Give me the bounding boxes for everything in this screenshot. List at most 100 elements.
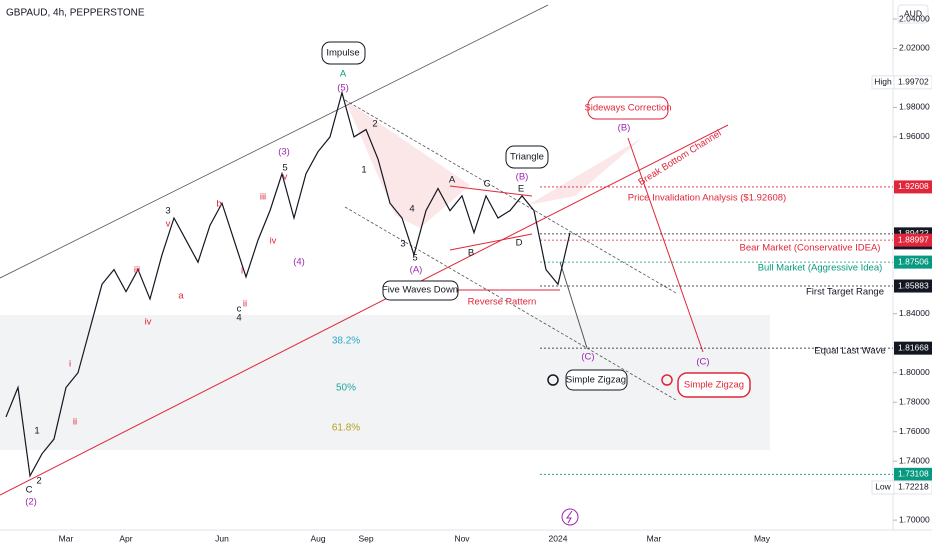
annotation: Five Waves Down — [382, 285, 458, 296]
arrow — [627, 137, 704, 353]
annotation: (B) — [516, 172, 529, 183]
annotation: 4 — [236, 313, 241, 324]
annotation: D — [516, 238, 523, 249]
price-tag-label: 1.99702 — [898, 77, 929, 87]
annotation: 5 — [282, 163, 287, 174]
box — [587, 96, 669, 120]
fib-label: 38.2% — [332, 336, 360, 347]
annotation: i — [69, 359, 71, 370]
box — [565, 369, 628, 391]
tag-box — [871, 75, 895, 90]
annotation: (A) — [410, 265, 423, 276]
annotation: Simple Zigzag — [684, 380, 744, 391]
annotation: iv — [270, 236, 277, 247]
y-tick-label: 1.98000 — [899, 102, 930, 112]
y-tick-label: 1.80000 — [899, 367, 930, 377]
x-tick-label: Nov — [454, 533, 470, 543]
annotation: 2 — [36, 476, 41, 487]
price-tag-label: 1.92608 — [898, 181, 929, 191]
price-tag — [894, 279, 932, 293]
currency: AUD — [904, 8, 922, 18]
shade — [528, 138, 642, 205]
x-tick-label: Mar — [59, 533, 74, 543]
price-line — [5, 90, 571, 478]
price-tag-label: 1.89422 — [898, 228, 929, 238]
level-lines — [540, 186, 893, 475]
annotation: Impulse — [326, 48, 359, 59]
y-tick-label: 1.96000 — [899, 131, 930, 141]
price-tag-label: 1.88997 — [898, 234, 929, 244]
idea-icon — [547, 374, 559, 386]
annotation: iii — [260, 192, 266, 203]
currency-box — [897, 4, 929, 24]
price-tag-label: 1.85883 — [898, 280, 929, 290]
event-icon[interactable] — [561, 508, 579, 526]
x-tick-label: Mar — [647, 533, 662, 543]
annotation: E — [518, 184, 524, 195]
annotation: (3) — [278, 147, 290, 158]
y-tick-label: 1.70000 — [899, 514, 930, 524]
annotation: 2 — [372, 119, 377, 130]
price-tag — [894, 341, 932, 355]
annotation: First Target Range — [806, 287, 884, 298]
triangle-line — [449, 185, 533, 197]
annotation: 4 — [409, 204, 414, 215]
annotation: Simple Zigzag — [566, 375, 626, 386]
x-tick-label: May — [754, 533, 771, 543]
y-tick-label: 1.78000 — [899, 396, 930, 406]
price-tag-label: 1.73108 — [898, 469, 929, 479]
annotation: (5) — [337, 83, 349, 94]
channel-top — [0, 4, 549, 279]
trend-line — [344, 99, 677, 294]
annotation: Triangle — [510, 152, 544, 163]
annotation: 3 — [400, 239, 405, 250]
box — [677, 372, 751, 398]
arrow — [559, 261, 588, 349]
annotation: ii — [243, 299, 247, 310]
y-tick-label: 1.74000 — [899, 455, 930, 465]
annotation: (B) — [618, 123, 631, 134]
triangle-line — [449, 233, 533, 251]
annotation: C — [484, 179, 491, 190]
tag-box — [871, 480, 895, 495]
fib-label: 61.8% — [332, 423, 360, 434]
tag-label: High — [874, 77, 892, 87]
fib-label: 50% — [336, 383, 356, 394]
y-tick-label: 2.02000 — [899, 43, 930, 53]
annotation: (C) — [696, 357, 709, 368]
price-tag — [894, 467, 932, 481]
idea-icon — [661, 374, 673, 386]
annotation: 1 — [34, 426, 39, 437]
annotation: i — [241, 266, 243, 277]
annotation: Price Invalidation Analysis ($1.92608) — [628, 193, 786, 204]
trend-line — [344, 206, 677, 401]
annotation: Reverse Pattern — [468, 297, 537, 308]
plot — [5, 90, 571, 478]
x-tick-label: Jun — [215, 533, 229, 543]
box — [505, 145, 549, 169]
x-tick-label: Aug — [310, 533, 325, 543]
annotation: (2) — [25, 497, 37, 508]
annotation: C — [26, 485, 33, 496]
annotation: b — [216, 199, 221, 210]
price-tag — [894, 180, 932, 194]
annotation: B — [468, 248, 474, 259]
shade — [345, 100, 470, 228]
annotation: v — [166, 219, 171, 230]
annotation: Equal Last Wave — [814, 346, 885, 357]
box — [321, 41, 366, 65]
annotation: Bull Market (Aggressive Idea) — [758, 263, 883, 274]
x-tick-label: Sep — [358, 533, 373, 543]
channel-bottom — [0, 124, 729, 496]
annotation: iii — [134, 265, 140, 276]
annotation: v — [283, 172, 288, 183]
price-tag-label: 1.72218 — [898, 482, 929, 492]
annotation: (4) — [293, 257, 305, 268]
annotation: (C) — [581, 352, 594, 363]
annotation: c — [237, 304, 242, 315]
annotation: A — [340, 69, 347, 80]
price-tag — [894, 233, 932, 247]
annotation: 3 — [165, 206, 170, 217]
event-icon-bolt — [566, 510, 573, 524]
